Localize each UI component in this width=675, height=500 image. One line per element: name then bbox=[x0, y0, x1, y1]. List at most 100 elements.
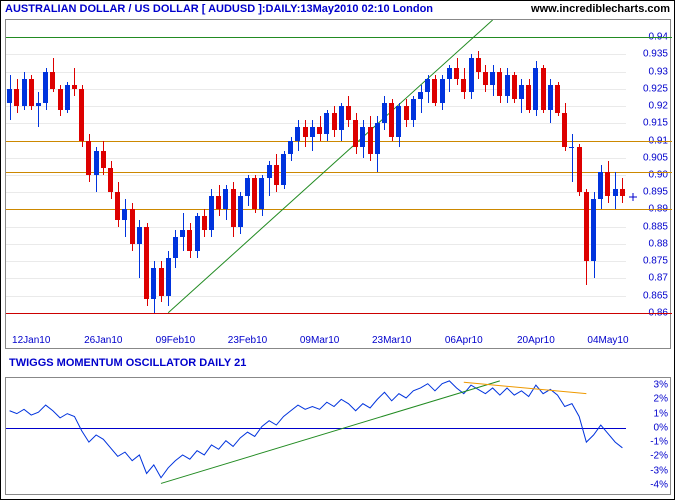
candle-body bbox=[108, 168, 113, 192]
price-cross-marker bbox=[629, 188, 637, 196]
candle-body bbox=[274, 165, 279, 186]
candle-body bbox=[317, 127, 322, 134]
candle-body bbox=[130, 209, 135, 243]
candle-body bbox=[259, 178, 264, 209]
candle-body bbox=[447, 68, 452, 78]
chart-title: AUSTRALIAN DOLLAR / US DOLLAR [ AUDUSD ]… bbox=[5, 3, 433, 15]
candle-body bbox=[368, 127, 373, 155]
candle-body bbox=[79, 89, 84, 141]
price-x-tick: 23Mar10 bbox=[372, 335, 411, 346]
candle-body bbox=[598, 172, 603, 200]
candle-body bbox=[339, 106, 344, 130]
price-x-tick: 26Jan10 bbox=[84, 335, 122, 346]
candle-body bbox=[519, 85, 524, 99]
candle-body bbox=[591, 199, 596, 261]
candle-body bbox=[281, 154, 286, 185]
price-x-tick: 06Apr10 bbox=[445, 335, 483, 346]
candle-body bbox=[65, 85, 70, 109]
candle-body bbox=[151, 268, 156, 299]
candle-body bbox=[346, 106, 351, 120]
candle-body bbox=[332, 113, 337, 130]
candle-wick bbox=[38, 92, 39, 126]
candle-body bbox=[36, 103, 41, 106]
candle-body bbox=[512, 75, 517, 99]
price-chart-panel: 0.860.8650.870.8750.880.8850.890.8950.90… bbox=[5, 19, 671, 349]
price-x-tick: 04May10 bbox=[587, 335, 628, 346]
candle-body bbox=[469, 58, 474, 92]
candle-body bbox=[490, 72, 495, 86]
candle-body bbox=[267, 165, 272, 179]
candle-body bbox=[360, 127, 365, 148]
candle-body bbox=[223, 189, 228, 210]
candle-body bbox=[396, 106, 401, 137]
candle-wick bbox=[421, 85, 422, 113]
candle-body bbox=[180, 230, 185, 237]
candle-body bbox=[404, 106, 409, 120]
candle-body bbox=[303, 127, 308, 137]
candle-body bbox=[418, 92, 423, 99]
candle-body bbox=[231, 189, 236, 227]
candle-body bbox=[187, 230, 192, 251]
candle-body bbox=[209, 196, 214, 230]
candle-body bbox=[440, 79, 445, 103]
candle-body bbox=[461, 79, 466, 93]
candle-body bbox=[245, 178, 250, 195]
price-x-tick: 23Feb10 bbox=[228, 335, 267, 346]
candle-body bbox=[195, 216, 200, 250]
watermark: www.incrediblecharts.com bbox=[531, 3, 670, 15]
candle-body bbox=[497, 72, 502, 96]
candle-body bbox=[238, 196, 243, 227]
candle-body bbox=[144, 227, 149, 299]
candle-body bbox=[216, 196, 221, 210]
candle-body bbox=[353, 120, 358, 148]
price-x-tick: 09Feb10 bbox=[156, 335, 195, 346]
price-x-tick: 12Jan10 bbox=[12, 335, 50, 346]
candle-body bbox=[577, 147, 582, 192]
candle-wick bbox=[74, 68, 75, 96]
candle-body bbox=[310, 127, 315, 137]
price-x-tick: 20Apr10 bbox=[517, 335, 555, 346]
candle-body bbox=[202, 216, 207, 230]
candle-body bbox=[173, 237, 178, 258]
candle-body bbox=[425, 79, 430, 93]
candle-body bbox=[375, 123, 380, 154]
candle-body bbox=[72, 85, 77, 88]
candle-body bbox=[569, 147, 574, 148]
candle-body bbox=[7, 89, 12, 103]
candle-body bbox=[555, 85, 560, 113]
candle-body bbox=[94, 151, 99, 175]
candle-body bbox=[541, 68, 546, 109]
candle-body bbox=[411, 99, 416, 120]
candle-body bbox=[14, 89, 19, 106]
candle-body bbox=[584, 192, 589, 261]
price-x-tick: 09Mar10 bbox=[300, 335, 339, 346]
candle-body bbox=[43, 72, 48, 103]
candle-body bbox=[562, 113, 567, 147]
candle-body bbox=[29, 79, 34, 107]
candle-body bbox=[324, 113, 329, 134]
candle-body bbox=[476, 58, 481, 72]
candle-body bbox=[159, 268, 164, 296]
candle-body bbox=[548, 85, 553, 109]
candle-body bbox=[252, 178, 257, 209]
candle-body bbox=[22, 79, 27, 107]
candle-body bbox=[122, 209, 127, 219]
candle-body bbox=[86, 141, 91, 175]
candle-body bbox=[288, 141, 293, 155]
candle-body bbox=[50, 72, 55, 89]
candle-body bbox=[166, 258, 171, 296]
candle-body bbox=[620, 189, 625, 196]
candle-body bbox=[613, 189, 618, 196]
candle-wick bbox=[572, 134, 573, 182]
candle-body bbox=[505, 75, 510, 96]
candle-body bbox=[295, 127, 300, 141]
candle-body bbox=[58, 89, 63, 110]
candle-body bbox=[101, 151, 106, 168]
candle-body bbox=[115, 192, 120, 220]
candle-body bbox=[137, 227, 142, 244]
momentum-chart-panel: -4%-3%-2%-1%0%1%2%3% bbox=[5, 377, 671, 495]
momentum-overlay-svg bbox=[6, 378, 672, 496]
candle-body bbox=[526, 85, 531, 109]
candle-body bbox=[432, 79, 437, 103]
candle-body bbox=[605, 172, 610, 196]
